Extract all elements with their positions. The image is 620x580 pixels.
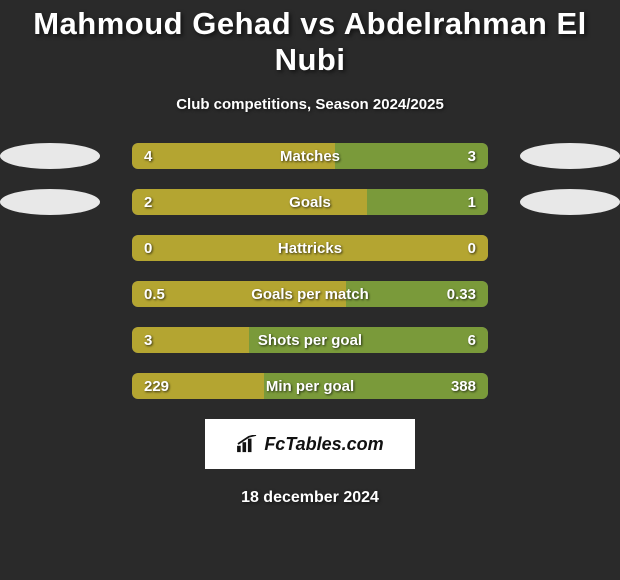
player-left-oval <box>0 189 100 215</box>
page-title: Mahmoud Gehad vs Abdelrahman El Nubi <box>0 6 620 78</box>
logo-text: FcTables.com <box>264 434 383 455</box>
comparison-container: Mahmoud Gehad vs Abdelrahman El Nubi Clu… <box>0 0 620 507</box>
player-right-oval <box>520 143 620 169</box>
stat-row: 43Matches <box>0 143 620 169</box>
bar-track: 0.50.33Goals per match <box>132 281 488 307</box>
stat-label: Shots per goal <box>132 327 488 353</box>
bar-track: 36Shots per goal <box>132 327 488 353</box>
chart-area: 43Matches 21Goals 00Hattricks 0.50.33Goals … <box>0 143 620 399</box>
stat-label: Goals per match <box>132 281 488 307</box>
date-label: 18 december 2024 <box>0 489 620 507</box>
logo-box: FcTables.com <box>205 419 415 469</box>
subtitle: Club competitions, Season 2024/2025 <box>0 96 620 113</box>
stat-label: Goals <box>132 189 488 215</box>
stat-label: Min per goal <box>132 373 488 399</box>
bar-track: 00Hattricks <box>132 235 488 261</box>
stat-label: Matches <box>132 143 488 169</box>
stat-row: 229388Min per goal <box>0 373 620 399</box>
stat-row: 00Hattricks <box>0 235 620 261</box>
bar-track: 43Matches <box>132 143 488 169</box>
bar-track: 21Goals <box>132 189 488 215</box>
stat-row: 0.50.33Goals per match <box>0 281 620 307</box>
stat-row: 21Goals <box>0 189 620 215</box>
stat-label: Hattricks <box>132 235 488 261</box>
player-left-oval <box>0 143 100 169</box>
stat-row: 36Shots per goal <box>0 327 620 353</box>
bar-track: 229388Min per goal <box>132 373 488 399</box>
player-right-oval <box>520 189 620 215</box>
chart-icon <box>236 435 258 453</box>
